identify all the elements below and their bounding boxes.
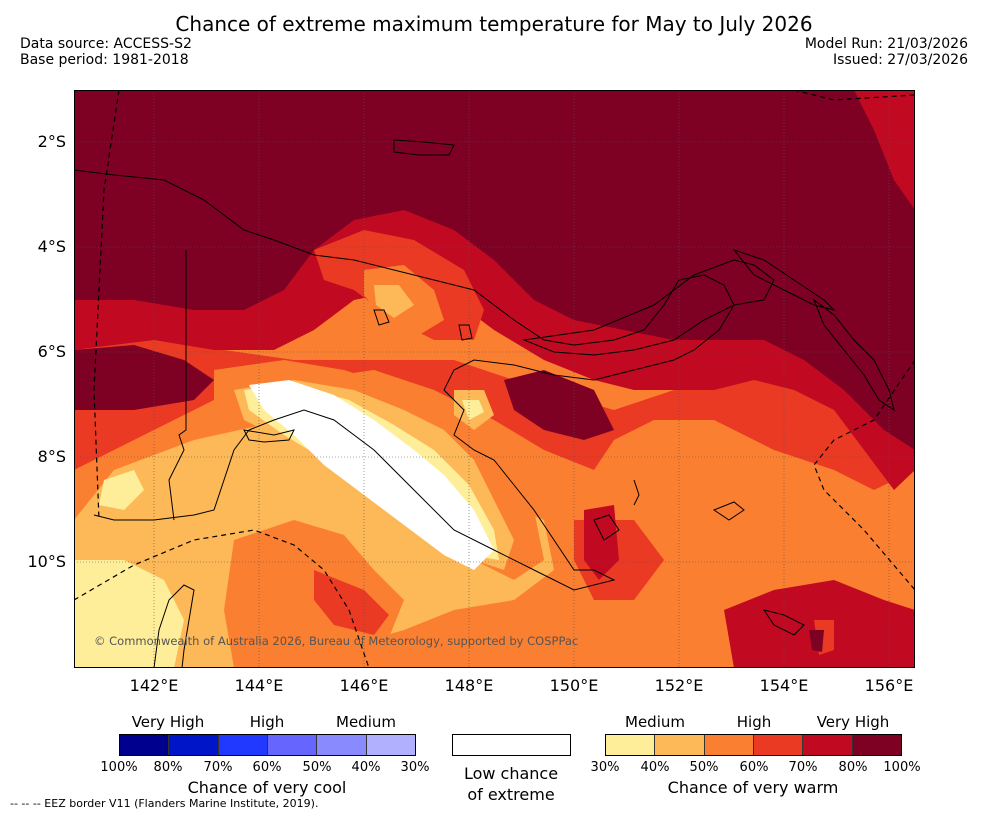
map-region-70pct <box>74 290 915 490</box>
lon-label-154e: 154°E <box>759 676 809 695</box>
cape-york-coastline <box>153 584 195 668</box>
warm-tick: 60% <box>739 760 769 775</box>
warm-tick: 30% <box>590 760 620 775</box>
lon-label-148e: 148°E <box>444 676 494 695</box>
lat-label-2s: 2°S <box>37 132 66 151</box>
warm-tick: 80% <box>838 760 868 775</box>
copyright-notice: © Commonwealth of Australia 2026, Bureau… <box>94 634 579 648</box>
lon-label-150e: 150°E <box>549 676 599 695</box>
lat-label-6s: 6°S <box>37 342 66 361</box>
bougainville-coastline <box>812 298 895 412</box>
cool-tick: 100% <box>100 760 138 775</box>
warm-colorbar <box>605 734 902 756</box>
lon-label-142e: 142°E <box>129 676 179 695</box>
lat-label-10s: 10°S <box>27 552 66 571</box>
cool-colorbar <box>119 734 416 756</box>
new-britain-coastline <box>522 259 775 356</box>
low-chance-caption-line2: of extreme <box>467 785 555 804</box>
cool-tick: 30% <box>400 760 430 775</box>
new-guinea-coastline <box>74 169 735 591</box>
warm-swatch-1 <box>655 735 705 755</box>
warm-tick: 100% <box>883 760 921 775</box>
warm-tick: 70% <box>788 760 818 775</box>
data-source: Data source: ACCESS-S2 <box>20 36 192 52</box>
cool-header-medium: Medium <box>336 713 396 731</box>
map-region-low-chance <box>249 380 494 570</box>
warm-swatch-3 <box>753 735 804 755</box>
cool-tick: 80% <box>153 760 183 775</box>
map-title: Chance of extreme maximum temperature fo… <box>175 12 813 36</box>
cool-tick: 70% <box>203 760 233 775</box>
cool-tick: 50% <box>302 760 332 775</box>
png-border <box>168 250 187 521</box>
cool-swatch-0 <box>120 735 170 755</box>
map-region-40pct <box>74 560 184 668</box>
low-chance-swatch <box>452 734 571 756</box>
lon-label-146e: 146°E <box>339 676 389 695</box>
lat-label-4s: 4°S <box>37 237 66 256</box>
issued-date: Issued: 27/03/2026 <box>833 52 968 68</box>
manus-coastline <box>393 139 455 156</box>
lon-label-156e: 156°E <box>864 676 914 695</box>
warm-caption: Chance of very warm <box>667 778 839 797</box>
meta-left: Data source: ACCESS-S2 Base period: 1981… <box>20 36 192 68</box>
cool-swatch-4 <box>317 735 367 755</box>
cool-tick: 60% <box>252 760 282 775</box>
warm-header-medium: Medium <box>625 713 685 731</box>
eez-border <box>74 529 370 668</box>
cool-swatch-2 <box>218 735 268 755</box>
lon-label-152e: 152°E <box>654 676 704 695</box>
probability-map <box>74 90 915 668</box>
base-period: Base period: 1981-2018 <box>20 52 189 68</box>
warm-header-very-high: Very High <box>816 713 890 731</box>
cool-header-high: High <box>249 713 285 731</box>
new-ireland-coastline <box>732 248 836 311</box>
eez-border-note: -- -- -- EEZ border V11 (Flanders Marine… <box>10 797 319 810</box>
low-chance-caption-line1: Low chance <box>463 764 559 783</box>
warm-swatch-0 <box>606 735 656 755</box>
lon-label-144e: 144°E <box>234 676 284 695</box>
model-run: Model Run: 21/03/2026 <box>804 36 968 52</box>
warm-tick: 40% <box>640 760 670 775</box>
warm-swatch-5 <box>852 735 901 755</box>
warm-header-high: High <box>736 713 772 731</box>
lat-label-8s: 8°S <box>37 447 66 466</box>
cool-swatch-1 <box>169 735 219 755</box>
cool-tick: 40% <box>351 760 381 775</box>
warm-tick: 50% <box>689 760 719 775</box>
warm-swatch-2 <box>704 735 754 755</box>
map-region-100pct <box>74 90 915 450</box>
cool-caption: Chance of very cool <box>187 778 347 797</box>
warm-swatch-4 <box>803 735 853 755</box>
meta-right: Model Run: 21/03/2026 Issued: 27/03/2026 <box>805 36 968 68</box>
cool-swatch-5 <box>366 735 415 755</box>
cool-header-very-high: Very High <box>131 713 205 731</box>
cool-swatch-3 <box>267 735 318 755</box>
